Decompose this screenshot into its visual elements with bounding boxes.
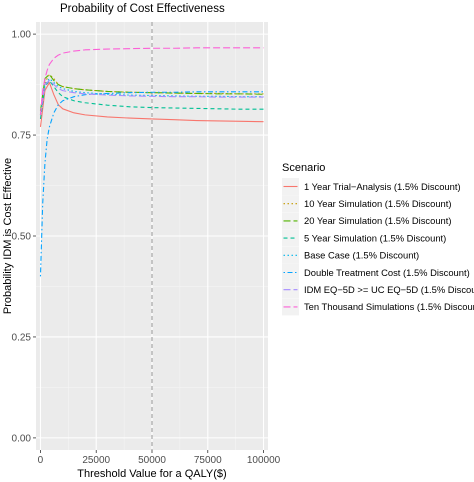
x-axis: 0 25000 50000 75000 100000 (38, 450, 281, 466)
x-tick-label: 25000 (82, 455, 110, 466)
x-tick-label: 75000 (194, 455, 222, 466)
y-tick-label: 0.25 (12, 332, 32, 343)
legend-label: 5 Year Simulation (1.5% Discount) (304, 232, 446, 243)
legend-label: 10 Year Simulation (1.5% Discount) (304, 198, 451, 209)
chart-title: Probability of Cost Effectiveness (60, 3, 225, 15)
series-line (39, 82, 264, 128)
series-line (39, 91, 264, 277)
series-line (39, 47, 264, 115)
y-tick-label: 1.00 (12, 30, 32, 41)
series-layer (39, 47, 264, 277)
legend-key (282, 246, 299, 264)
legend-label: IDM EQ−5D >= UC EQ−5D (1.5% Discount) (304, 284, 474, 295)
legend-title: Scenario (282, 162, 325, 174)
x-tick-label: 50000 (138, 455, 166, 466)
legend-label: Base Case (1.5% Discount) (304, 250, 419, 261)
series-line (39, 73, 264, 115)
series-line (39, 73, 264, 111)
y-axis-title: Probability IDM is Cost Effective (2, 158, 14, 314)
x-tick-label: 100000 (247, 455, 281, 466)
series-line (39, 77, 264, 115)
series-line (39, 80, 264, 119)
legend-key (282, 195, 299, 213)
y-tick-label: 0.50 (12, 232, 32, 243)
legend-label: Double Treatment Cost (1.5% Discount) (304, 267, 470, 278)
legend: Scenario 1 Year Trial−Analysis (1.5% Dis… (282, 162, 474, 316)
y-tick-label: 0.75 (12, 131, 32, 142)
y-axis: 0.00 0.25 0.50 0.75 1.00 (12, 30, 36, 444)
legend-label: 1 Year Trial−Analysis (1.5% Discount) (304, 181, 461, 192)
x-tick-label: 0 (38, 455, 44, 466)
legend-label: 20 Year Simulation (1.5% Discount) (304, 215, 451, 226)
x-axis-title: Threshold Value for a QALY($) (77, 468, 226, 480)
legend-label: Ten Thousand Simulations (1.5% Discount) (304, 301, 474, 312)
y-tick-label: 0.00 (12, 433, 32, 444)
